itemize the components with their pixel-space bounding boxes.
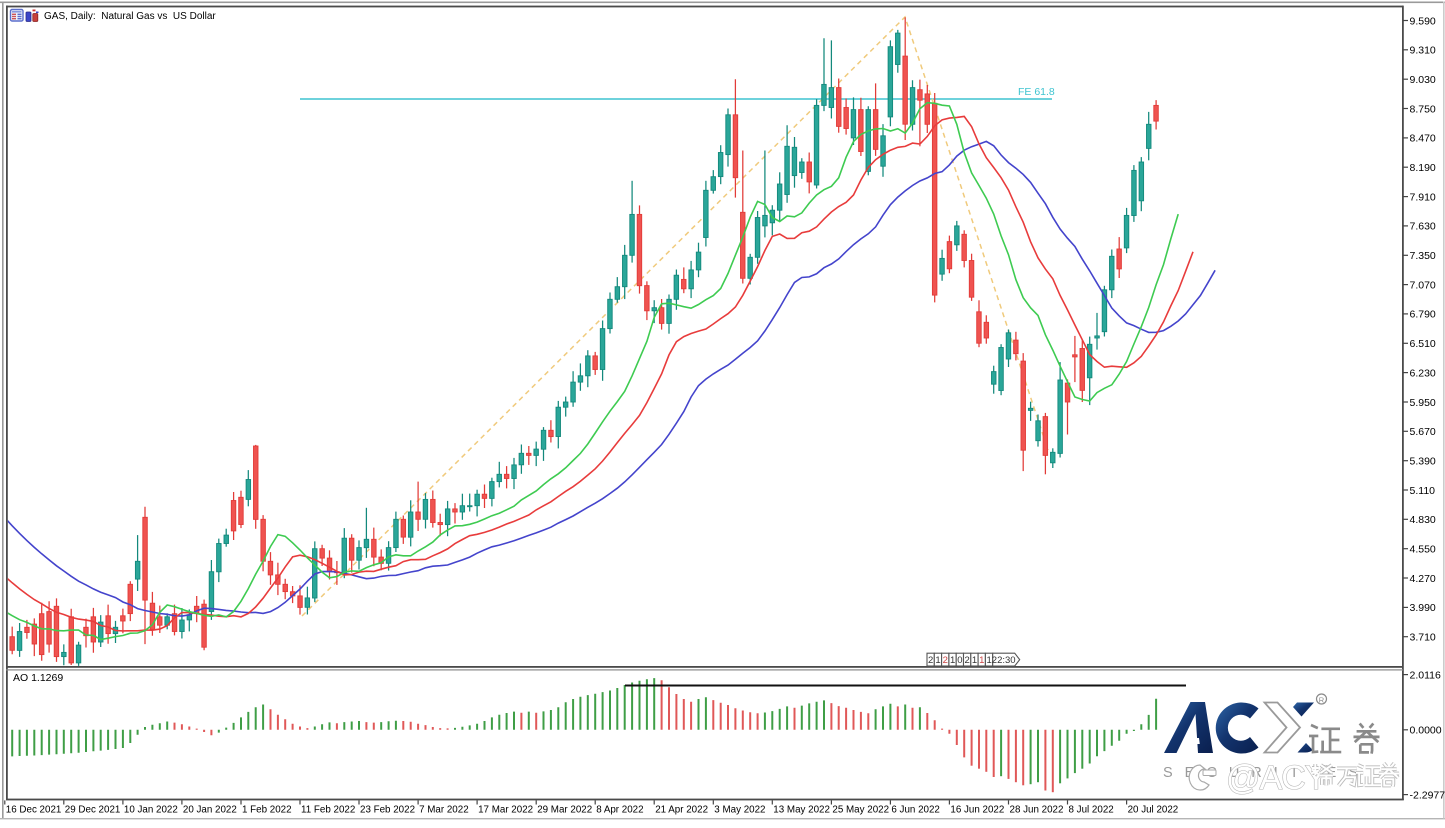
- svg-text:4.830: 4.830: [1410, 514, 1436, 526]
- svg-text:5.670: 5.670: [1410, 426, 1436, 438]
- svg-text:6.230: 6.230: [1410, 367, 1436, 379]
- svg-text:1: 1: [972, 655, 977, 666]
- svg-text:7.630: 7.630: [1410, 221, 1436, 233]
- svg-text:29 Dec 2021: 29 Dec 2021: [65, 805, 121, 816]
- svg-text:3 May 2022: 3 May 2022: [714, 805, 765, 816]
- svg-text:25 May 2022: 25 May 2022: [832, 805, 889, 816]
- svg-text:6.510: 6.510: [1410, 338, 1436, 350]
- svg-text:8 Apr 2022: 8 Apr 2022: [596, 805, 643, 816]
- svg-text:16 Dec 2021: 16 Dec 2021: [6, 805, 62, 816]
- svg-text:28 Jun 2022: 28 Jun 2022: [1010, 805, 1064, 816]
- svg-text:4.550: 4.550: [1410, 544, 1436, 556]
- svg-text:11 Feb 2022: 11 Feb 2022: [301, 805, 355, 816]
- svg-text:2: 2: [965, 655, 970, 666]
- svg-text:0.0000: 0.0000: [1410, 725, 1442, 737]
- svg-text:3.990: 3.990: [1410, 602, 1436, 614]
- svg-text:1: 1: [979, 655, 984, 666]
- svg-text:0: 0: [957, 655, 962, 666]
- svg-text:-2.2977: -2.2977: [1410, 789, 1445, 801]
- svg-text:13 May 2022: 13 May 2022: [773, 805, 830, 816]
- svg-text:4.270: 4.270: [1410, 573, 1436, 585]
- svg-text:7.350: 7.350: [1410, 250, 1436, 262]
- svg-text:6 Jun 2022: 6 Jun 2022: [891, 805, 939, 816]
- svg-text:1: 1: [935, 655, 940, 666]
- svg-text:9.310: 9.310: [1410, 45, 1436, 57]
- svg-text:1: 1: [950, 655, 955, 666]
- svg-text:17 Mar 2022: 17 Mar 2022: [478, 805, 533, 816]
- svg-text:20 Jan 2022: 20 Jan 2022: [183, 805, 237, 816]
- svg-text:7.910: 7.910: [1410, 191, 1436, 203]
- svg-text:7 Mar 2022: 7 Mar 2022: [419, 805, 469, 816]
- svg-text:FE 61.8: FE 61.8: [1018, 86, 1055, 98]
- svg-text:29 Mar 2022: 29 Mar 2022: [537, 805, 592, 816]
- svg-text:8.470: 8.470: [1410, 133, 1436, 145]
- svg-text:GAS, Daily: Natural Gas vs U: GAS, Daily: Natural Gas vs US Dollar: [44, 11, 216, 22]
- svg-text:8.750: 8.750: [1410, 103, 1436, 115]
- svg-text:9.030: 9.030: [1410, 74, 1436, 86]
- svg-text:1 Feb 2022: 1 Feb 2022: [242, 805, 292, 816]
- svg-text:5.390: 5.390: [1410, 456, 1436, 468]
- svg-text:6.790: 6.790: [1410, 309, 1436, 321]
- svg-text:5.110: 5.110: [1410, 485, 1436, 497]
- svg-text:21 Apr 2022: 21 Apr 2022: [655, 805, 708, 816]
- svg-text:8.190: 8.190: [1410, 162, 1436, 174]
- svg-text:10 Jan 2022: 10 Jan 2022: [124, 805, 178, 816]
- svg-text:5.950: 5.950: [1410, 397, 1436, 409]
- svg-text:@ACY: @ACY: [1226, 759, 1327, 797]
- svg-text:9.590: 9.590: [1410, 15, 1436, 27]
- svg-text:8 Jul 2022: 8 Jul 2022: [1069, 805, 1114, 816]
- svg-text:3.710: 3.710: [1410, 632, 1436, 644]
- svg-text:2.0116: 2.0116: [1410, 669, 1441, 681]
- svg-text:23 Feb 2022: 23 Feb 2022: [360, 805, 415, 816]
- svg-text:7.070: 7.070: [1410, 279, 1436, 291]
- svg-text:R: R: [1319, 695, 1325, 704]
- svg-text:2: 2: [943, 655, 948, 666]
- svg-text:AO 1.1269: AO 1.1269: [13, 672, 63, 684]
- svg-text:16 Jun 2022: 16 Jun 2022: [950, 805, 1004, 816]
- svg-text:22:30: 22:30: [992, 655, 1016, 666]
- svg-text:2: 2: [928, 655, 933, 666]
- svg-text:20 Jul 2022: 20 Jul 2022: [1128, 805, 1179, 816]
